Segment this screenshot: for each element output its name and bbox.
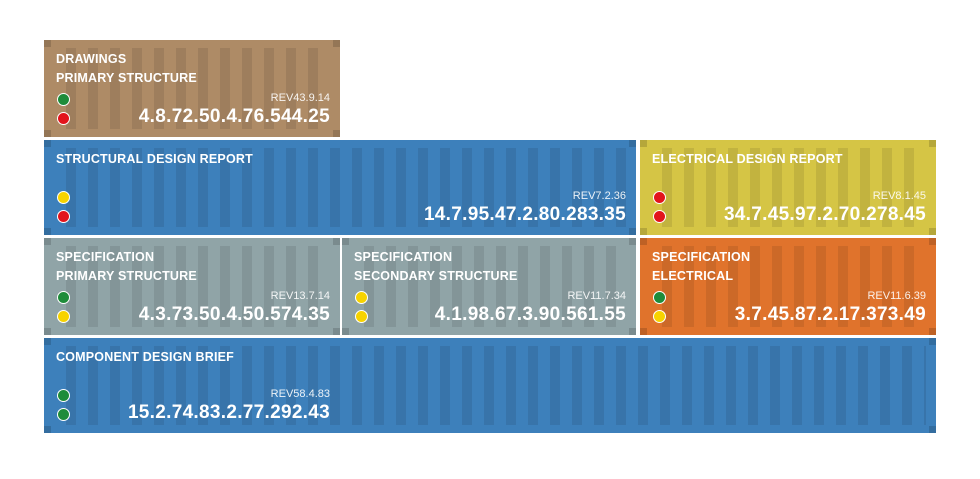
container-card[interactable]: STRUCTURAL DESIGN REPORT REV7.2.36 14.7.… bbox=[44, 140, 636, 235]
document-number: 14.7.95.47.2.80.283.35 bbox=[423, 204, 626, 225]
document-number: 3.7.45.87.2.17.373.49 bbox=[734, 304, 926, 325]
corner-casting bbox=[342, 238, 349, 245]
corner-casting bbox=[629, 328, 636, 335]
corner-casting bbox=[44, 238, 51, 245]
corner-casting bbox=[929, 426, 936, 433]
container-title: STRUCTURAL DESIGN REPORT bbox=[56, 150, 253, 169]
document-number: 4.1.98.67.3.90.561.55 bbox=[434, 304, 626, 325]
corner-casting bbox=[44, 130, 51, 137]
container-title: DRAWINGS PRIMARY STRUCTURE bbox=[56, 50, 197, 88]
corner-casting bbox=[629, 228, 636, 235]
corner-casting bbox=[929, 338, 936, 345]
container-stripes bbox=[54, 48, 330, 129]
revision-label: REV8.1.45 bbox=[872, 190, 926, 202]
container-stripes bbox=[54, 148, 626, 227]
corner-casting bbox=[333, 40, 340, 47]
corner-casting bbox=[44, 228, 51, 235]
corner-casting bbox=[44, 338, 51, 345]
corner-casting bbox=[629, 140, 636, 147]
title-line-1: DRAWINGS bbox=[56, 52, 127, 66]
title-line-2: ELECTRICAL bbox=[652, 269, 734, 283]
status-light-icon bbox=[57, 93, 70, 106]
corner-casting bbox=[44, 40, 51, 47]
document-number: 34.7.45.97.2.70.278.45 bbox=[723, 204, 926, 225]
status-light-icon bbox=[57, 112, 70, 125]
corner-casting bbox=[929, 238, 936, 245]
title-line-2: SECONDARY STRUCTURE bbox=[354, 269, 518, 283]
revision-label: REV11.6.39 bbox=[867, 290, 926, 302]
container-card[interactable]: SPECIFICATION PRIMARY STRUCTURE REV13.7.1… bbox=[44, 238, 340, 335]
revision-label: REV43.9.14 bbox=[270, 92, 330, 104]
container-title: ELECTRICAL DESIGN REPORT bbox=[652, 150, 843, 169]
status-light-icon bbox=[355, 291, 368, 304]
revision-label: REV13.7.14 bbox=[270, 290, 330, 302]
title-line-1: SPECIFICATION bbox=[652, 250, 751, 264]
corner-casting bbox=[640, 228, 647, 235]
corner-casting bbox=[640, 328, 647, 335]
corner-casting bbox=[44, 328, 51, 335]
status-light-icon bbox=[653, 191, 666, 204]
revision-label: REV58.4.83 bbox=[270, 388, 330, 400]
title-line-1: SPECIFICATION bbox=[354, 250, 453, 264]
status-light-icon bbox=[653, 310, 666, 323]
status-light-icon bbox=[57, 389, 70, 402]
status-light-icon bbox=[57, 310, 70, 323]
revision-label: REV11.7.34 bbox=[567, 290, 626, 302]
status-light-icon bbox=[57, 210, 70, 223]
status-light-icon bbox=[653, 210, 666, 223]
container-title: SPECIFICATION ELECTRICAL bbox=[652, 248, 750, 286]
document-number: 4.3.73.50.4.50.574.35 bbox=[138, 304, 330, 325]
container-card[interactable]: DRAWINGS PRIMARY STRUCTURE REV43.9.14 4.8… bbox=[44, 40, 340, 137]
corner-casting bbox=[333, 130, 340, 137]
document-number: 15.2.74.83.2.77.292.43 bbox=[127, 402, 330, 423]
title-line-2: PRIMARY STRUCTURE bbox=[56, 269, 197, 283]
corner-casting bbox=[44, 140, 51, 147]
status-light-icon bbox=[57, 291, 70, 304]
title-line-1: SPECIFICATION bbox=[56, 250, 155, 264]
corner-casting bbox=[640, 238, 647, 245]
corner-casting bbox=[929, 228, 936, 235]
title-line-2: PRIMARY STRUCTURE bbox=[56, 71, 197, 85]
revision-label: REV7.2.36 bbox=[572, 190, 626, 202]
status-light-icon bbox=[653, 291, 666, 304]
title-line-1: STRUCTURAL DESIGN REPORT bbox=[56, 152, 253, 166]
status-light-icon bbox=[355, 310, 368, 323]
container-title: SPECIFICATION PRIMARY STRUCTURE bbox=[56, 248, 197, 286]
title-line-1: ELECTRICAL DESIGN REPORT bbox=[652, 152, 843, 166]
status-light-icon bbox=[57, 191, 70, 204]
container-stripes bbox=[54, 246, 330, 327]
container-stripes bbox=[54, 346, 926, 425]
corner-casting bbox=[629, 238, 636, 245]
title-line-1: COMPONENT DESIGN BRIEF bbox=[56, 350, 235, 364]
container-card[interactable]: SPECIFICATION SECONDARY STRUCTURE REV11.7… bbox=[342, 238, 636, 335]
corner-casting bbox=[44, 426, 51, 433]
container-card[interactable]: SPECIFICATION ELECTRICAL REV11.6.39 3.7.4… bbox=[640, 238, 936, 335]
document-number: 4.8.72.50.4.76.544.25 bbox=[138, 106, 330, 127]
corner-casting bbox=[929, 328, 936, 335]
corner-casting bbox=[333, 328, 340, 335]
container-title: COMPONENT DESIGN BRIEF bbox=[56, 348, 234, 367]
corner-casting bbox=[929, 140, 936, 147]
container-title: SPECIFICATION SECONDARY STRUCTURE bbox=[354, 248, 518, 286]
corner-casting bbox=[333, 238, 340, 245]
corner-casting bbox=[640, 140, 647, 147]
container-card[interactable]: COMPONENT DESIGN BRIEF REV58.4.83 15.2.7… bbox=[44, 338, 936, 433]
status-light-icon bbox=[57, 408, 70, 421]
corner-casting bbox=[342, 328, 349, 335]
container-stripes bbox=[650, 246, 926, 327]
container-stripes bbox=[650, 148, 926, 227]
container-stripes bbox=[352, 246, 626, 327]
container-card[interactable]: ELECTRICAL DESIGN REPORT REV8.1.45 34.7.… bbox=[640, 140, 936, 235]
